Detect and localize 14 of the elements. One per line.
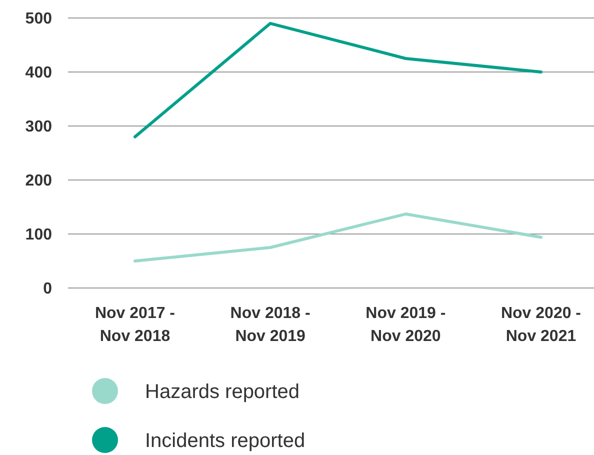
x-tick-label: Nov 2017 - Nov 2018 — [94, 305, 176, 345]
line-series — [134, 212, 542, 262]
y-tick-label: 500 — [25, 10, 52, 28]
y-tick-label: 0 — [43, 280, 52, 298]
x-tick-label: Nov 2019 - Nov 2020 — [366, 305, 446, 345]
y-tick-label: 300 — [25, 118, 52, 136]
x-tick-label: Nov 2020 - Nov 2021 — [500, 305, 582, 345]
legend-label: Hazards reported — [145, 381, 300, 403]
line-series — [134, 22, 542, 138]
x-tick-label: Nov 2018 - Nov 2019 — [230, 305, 310, 345]
y-tick-label: 100 — [25, 226, 52, 244]
y-tick-label: 200 — [25, 172, 52, 190]
y-tick-label: 400 — [25, 64, 52, 82]
legend-label: Incidents reported — [145, 430, 306, 452]
